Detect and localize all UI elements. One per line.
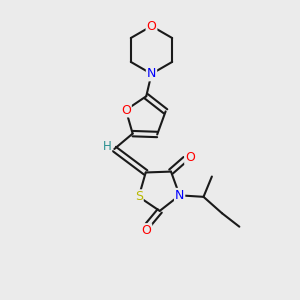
Text: N: N: [147, 68, 156, 80]
Text: O: O: [141, 224, 151, 237]
Text: H: H: [103, 140, 111, 153]
Text: O: O: [147, 20, 156, 33]
Text: S: S: [135, 190, 143, 203]
Text: O: O: [121, 103, 131, 116]
Text: O: O: [185, 151, 195, 164]
Text: N: N: [175, 189, 184, 202]
